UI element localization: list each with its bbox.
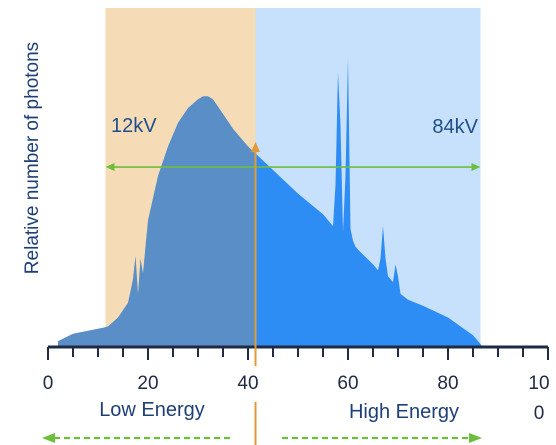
x-tick-label: 10 0 (528, 373, 549, 424)
split-arrowhead-icon (251, 142, 260, 152)
energy-direction-arrows (42, 433, 482, 443)
x-tick-label: 0 (43, 373, 54, 394)
kv-end-label: 84kV (432, 116, 478, 138)
spectrum-area-high (255, 57, 483, 347)
spectrum-area (58, 57, 483, 347)
arrowhead-right-icon (471, 163, 481, 172)
high-energy-label: High Energy (349, 401, 459, 423)
spectrum-area-low (58, 96, 256, 347)
x-tick-label: 60 (337, 373, 358, 394)
kv-start-label: 12kV (111, 115, 157, 137)
right-arrow-icon (469, 433, 482, 443)
low-energy-label: Low Energy (99, 399, 205, 421)
left-arrow-icon (42, 433, 55, 443)
arrowhead-left-icon (105, 163, 115, 172)
y-axis-label: Relative number of photons (22, 42, 43, 274)
x-tick-label: 80 (437, 373, 458, 394)
x-tick-label: 40 (237, 373, 258, 394)
x-axis: 0 20 40 60 80 10 0 (43, 345, 550, 424)
x-tick-label: 20 (137, 373, 158, 394)
energy-split-line (251, 142, 260, 445)
kv-range-arrow (105, 163, 481, 172)
